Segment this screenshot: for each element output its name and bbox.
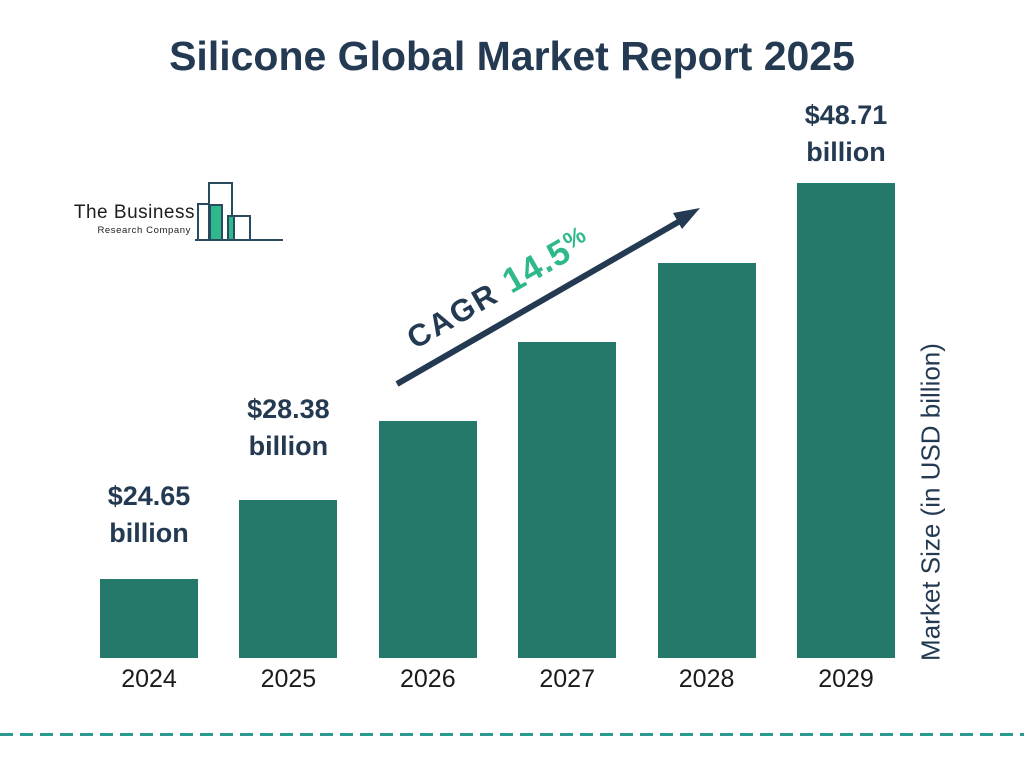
trend-arrow bbox=[395, 208, 700, 387]
bar-2029 bbox=[797, 183, 895, 658]
logo: The Business Research Company bbox=[70, 178, 285, 246]
logo-text: The Business Research Company bbox=[70, 202, 195, 236]
value-unit: billion bbox=[248, 431, 329, 461]
value-amount: $24.65 bbox=[107, 481, 191, 511]
x-tick-2028: 2028 bbox=[678, 665, 735, 693]
bottom-dashed-divider bbox=[0, 733, 1024, 736]
bar-2028 bbox=[657, 263, 756, 658]
value-amount: $48.71 bbox=[804, 100, 888, 130]
logo-company-subtitle: Research Company bbox=[97, 225, 191, 236]
value-unit: billion bbox=[806, 137, 886, 167]
value-label-2029: $48.71 billion bbox=[756, 97, 936, 171]
bar-2025 bbox=[239, 500, 338, 658]
bar-2026 bbox=[378, 421, 477, 658]
logo-company-name: The Business bbox=[73, 202, 195, 223]
x-tick-2027: 2027 bbox=[539, 665, 595, 693]
page-title: Silicone Global Market Report 2025 bbox=[169, 33, 855, 79]
value-amount: $28.38 bbox=[247, 394, 330, 424]
x-tick-2029: 2029 bbox=[818, 665, 874, 693]
y-axis-label: Market Size (in USD billion) bbox=[915, 343, 946, 661]
value-label-2024: $24.65 billion bbox=[59, 478, 239, 552]
bar-2027 bbox=[518, 342, 617, 658]
logo-bar-chart-icon bbox=[195, 182, 283, 241]
x-tick-2024: 2024 bbox=[121, 665, 177, 693]
value-label-2025: $28.38 billion bbox=[198, 391, 378, 465]
x-tick-2025: 2025 bbox=[260, 665, 317, 693]
bar-2024 bbox=[100, 579, 198, 658]
value-unit: billion bbox=[109, 518, 189, 548]
x-tick-2026: 2026 bbox=[399, 665, 456, 693]
